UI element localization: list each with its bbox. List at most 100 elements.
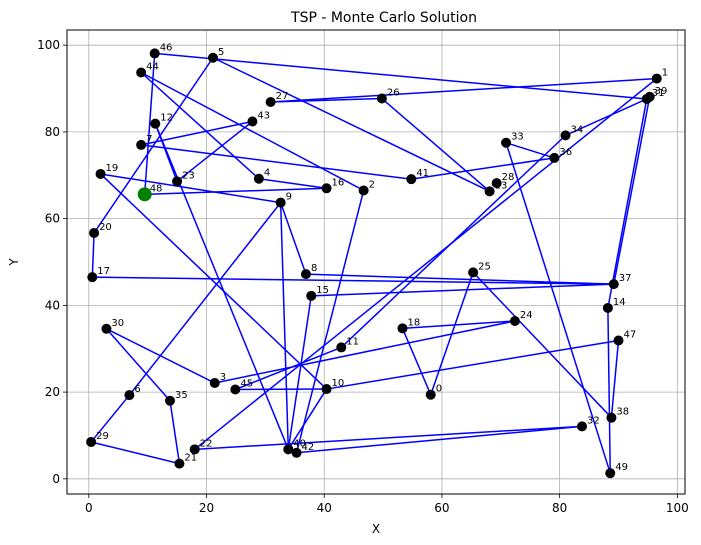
city-point (509, 315, 520, 326)
city-label: 26 (387, 88, 400, 99)
city-point (491, 178, 502, 189)
route-segment (381, 97, 491, 192)
grid-lines (67, 30, 685, 494)
city-label: 30 (111, 318, 124, 329)
city-point (149, 48, 160, 59)
route-segment (176, 120, 253, 182)
city-label: 48 (150, 183, 163, 194)
city-point (577, 421, 587, 432)
city-label: 34 (571, 124, 584, 135)
city-point (230, 384, 241, 395)
city-point (468, 267, 479, 278)
route-segment (105, 328, 171, 402)
x-tick-label: 0 (85, 501, 93, 515)
city-label: 11 (346, 336, 359, 347)
x-axis-ticks: 0 20 40 60 80 100 (85, 494, 689, 515)
route-segment (141, 144, 412, 180)
route-segment (270, 77, 657, 103)
city-point (136, 139, 147, 150)
city-label: 35 (175, 390, 188, 401)
city-point (560, 130, 571, 141)
city-point (406, 174, 417, 185)
city-point (644, 91, 655, 102)
route-segment (235, 346, 342, 391)
city-point (605, 468, 616, 479)
city-point (124, 390, 135, 401)
route-segment (258, 177, 327, 190)
city-label: 25 (478, 261, 491, 272)
route-segment (106, 328, 216, 384)
city-label: 33 (511, 132, 524, 143)
start-city-point (137, 187, 152, 202)
route-segment (194, 77, 658, 450)
city-point (265, 96, 276, 107)
route-segment (411, 157, 555, 180)
city-label: 10 (332, 378, 345, 389)
route-segment (402, 320, 515, 330)
city-label: 21 (184, 453, 197, 464)
city-label: 42 (302, 442, 315, 453)
route-segment (154, 123, 178, 182)
city-point (425, 389, 436, 400)
city-point (87, 272, 98, 283)
city-label: 4 (264, 168, 270, 179)
city-label: 36 (559, 147, 572, 158)
x-tick-label: 40 (317, 501, 332, 515)
y-tick-label: 0 (52, 472, 60, 486)
city-label: 13 (495, 180, 508, 191)
city-label: 44 (146, 61, 159, 72)
city-label: 32 (587, 415, 600, 426)
city-point (613, 335, 624, 346)
city-label: 9 (286, 192, 292, 203)
route-segment (100, 173, 281, 204)
city-label: 49 (615, 462, 628, 473)
city-label: 20 (99, 222, 112, 233)
city-point (651, 73, 662, 84)
route-segment (610, 340, 620, 418)
route-segment (430, 272, 474, 395)
route-segment (144, 187, 327, 196)
city-point (207, 52, 218, 63)
route-segment (279, 202, 290, 450)
city-point (358, 185, 369, 196)
city-labels: 0123456789101112131415161718192021222324… (96, 42, 668, 473)
city-point (336, 342, 347, 353)
route-segment (340, 134, 567, 348)
city-label: 5 (218, 47, 224, 58)
city-label: 8 (311, 263, 317, 274)
route-segment (326, 339, 619, 390)
route-segment (91, 232, 95, 278)
city-label: 24 (520, 310, 533, 321)
city-label: 39 (655, 86, 668, 97)
route-lines (90, 52, 658, 474)
city-label: 31 (652, 88, 665, 99)
city-point (89, 227, 100, 238)
x-tick-label: 100 (666, 501, 689, 515)
x-tick-label: 80 (552, 501, 567, 515)
route-segment (565, 98, 648, 137)
city-label: 18 (407, 317, 420, 328)
route-segment (505, 142, 555, 159)
city-label: 16 (332, 177, 345, 188)
city-point (608, 279, 619, 290)
route-segment (128, 202, 282, 396)
city-label: 0 (436, 384, 442, 395)
city-point (253, 173, 264, 184)
city-label: 40 (293, 438, 306, 449)
city-label: 19 (106, 163, 119, 174)
city-point (165, 395, 175, 406)
city-label: 27 (276, 91, 289, 102)
city-label: 45 (240, 378, 253, 389)
city-label: 3 (220, 372, 226, 383)
city-point (86, 436, 97, 447)
city-label: 14 (613, 297, 626, 308)
route-segment (505, 142, 611, 474)
plot-frame (66, 29, 686, 495)
city-point (484, 186, 495, 197)
city-label: 41 (416, 168, 429, 179)
city-label: 29 (96, 431, 109, 442)
chart-title: TSP - Monte Carlo Solution (290, 10, 477, 26)
route-segment (607, 307, 612, 474)
route-segment (90, 441, 180, 465)
